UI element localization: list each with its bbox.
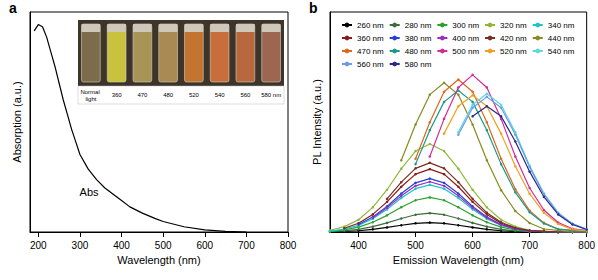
svg-text:520 nm: 520 nm — [500, 47, 527, 56]
svg-text:380 nm: 380 nm — [405, 34, 432, 43]
svg-text:440 nm: 440 nm — [548, 34, 575, 43]
svg-text:200: 200 — [30, 240, 47, 251]
svg-text:580 nm: 580 nm — [261, 92, 281, 98]
svg-text:b: b — [309, 0, 318, 16]
svg-text:540 nm: 540 nm — [548, 47, 575, 56]
svg-text:800: 800 — [578, 240, 595, 251]
svg-text:400: 400 — [113, 240, 130, 251]
svg-text:500 nm: 500 nm — [452, 47, 479, 56]
svg-text:560: 560 — [240, 92, 251, 98]
svg-text:470 nm: 470 nm — [357, 47, 384, 56]
svg-text:500: 500 — [155, 240, 172, 251]
svg-text:a: a — [9, 0, 17, 16]
svg-text:560 nm: 560 nm — [357, 60, 384, 69]
svg-text:260 nm: 260 nm — [357, 21, 384, 30]
svg-text:400: 400 — [350, 240, 367, 251]
svg-text:400 nm: 400 nm — [452, 34, 479, 43]
svg-text:540: 540 — [215, 92, 226, 98]
svg-text:480: 480 — [163, 92, 174, 98]
svg-text:480 nm: 480 nm — [405, 47, 432, 56]
svg-text:580 nm: 580 nm — [405, 60, 432, 69]
svg-text:Abs: Abs — [80, 186, 99, 198]
svg-text:340 nm: 340 nm — [548, 21, 575, 30]
svg-text:light: light — [85, 96, 96, 102]
svg-text:Absorption (a.u.): Absorption (a.u.) — [11, 81, 23, 162]
svg-text:600: 600 — [464, 240, 481, 251]
svg-text:320 nm: 320 nm — [500, 21, 527, 30]
svg-text:360 nm: 360 nm — [357, 34, 384, 43]
svg-text:520: 520 — [189, 92, 200, 98]
svg-text:300: 300 — [72, 240, 89, 251]
svg-text:800: 800 — [280, 240, 297, 251]
svg-text:700: 700 — [521, 240, 538, 251]
svg-text:420 nm: 420 nm — [500, 34, 527, 43]
svg-text:PL Intensity (a.u.): PL Intensity (a.u.) — [311, 79, 323, 165]
svg-text:360: 360 — [112, 92, 123, 98]
svg-text:Wavelength (nm): Wavelength (nm) — [117, 254, 200, 266]
svg-text:700: 700 — [238, 240, 255, 251]
svg-text:Emission Wavelength (nm): Emission Wavelength (nm) — [393, 254, 524, 266]
svg-text:600: 600 — [196, 240, 213, 251]
svg-text:470: 470 — [137, 92, 148, 98]
svg-text:Normal: Normal — [80, 89, 101, 95]
svg-text:300 nm: 300 nm — [452, 21, 479, 30]
svg-text:280 nm: 280 nm — [405, 21, 432, 30]
svg-text:500: 500 — [407, 240, 424, 251]
